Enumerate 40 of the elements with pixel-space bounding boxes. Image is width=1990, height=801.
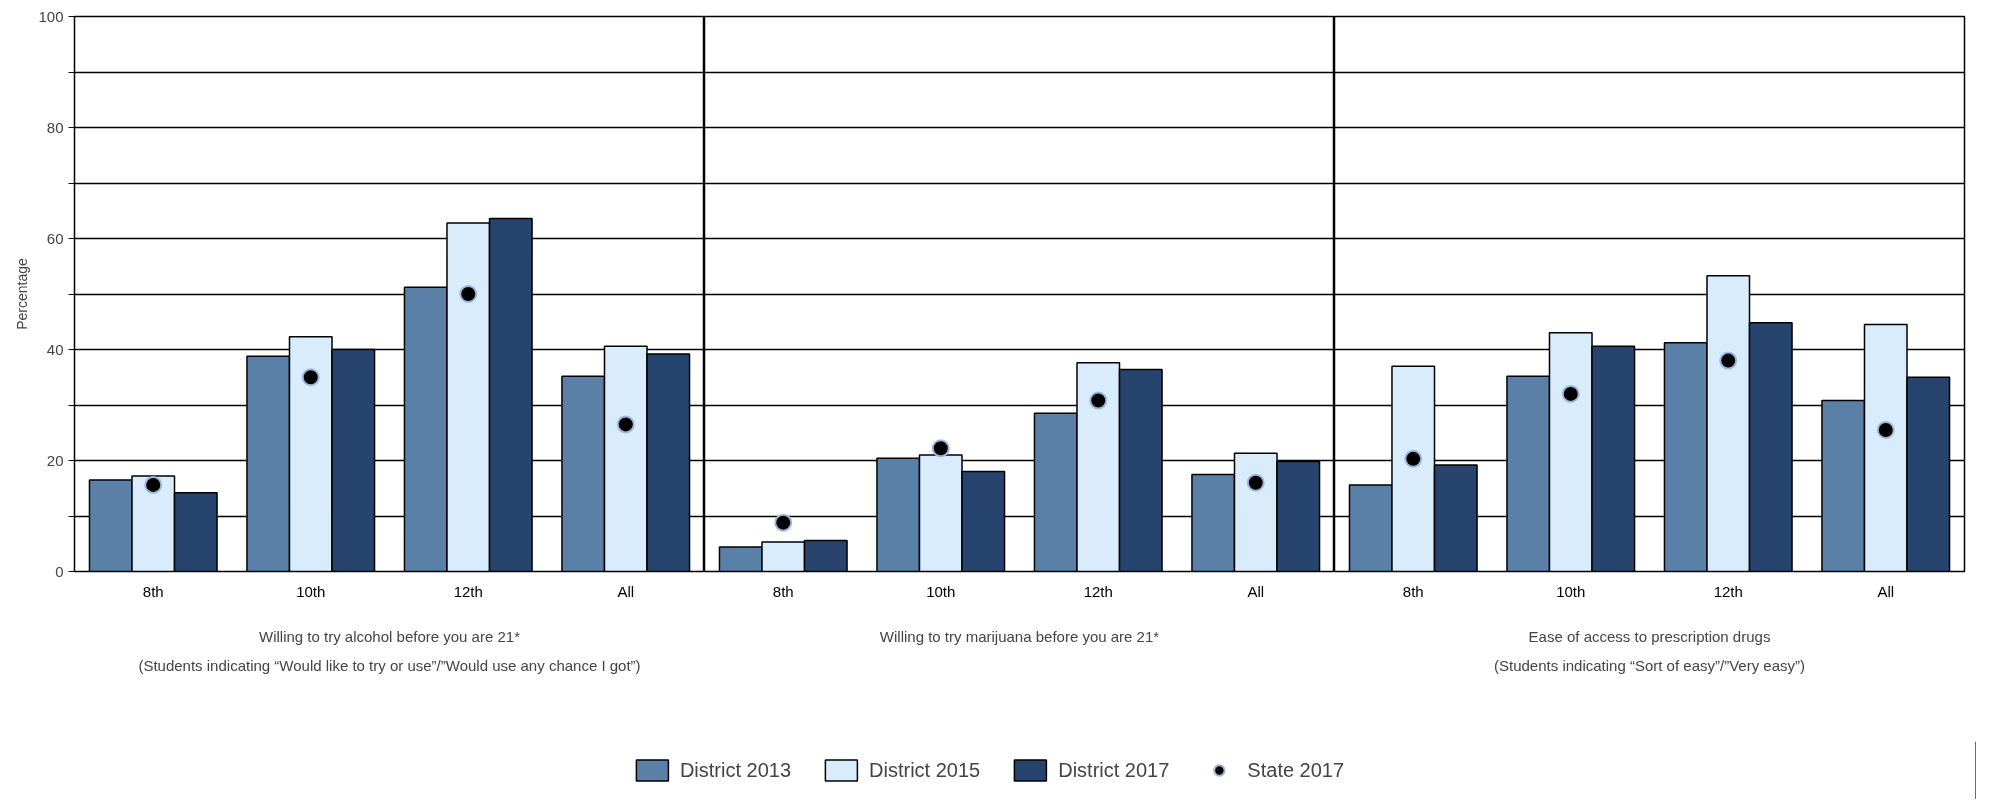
- legend-label: District 2013: [679, 758, 792, 782]
- x-tick-label: All: [1247, 582, 1265, 600]
- x-tick-label: 12th: [453, 582, 483, 600]
- x-tick-label: 10th: [1556, 582, 1586, 600]
- point: [459, 285, 478, 303]
- y-tick-label: 40: [46, 340, 64, 358]
- y-tick-label: 60: [46, 229, 64, 247]
- text: (Students indicating “Sort of easy”/”Very easy”): [1494, 656, 1805, 674]
- x-tick-label: 10th: [296, 582, 326, 600]
- x-tick-label: 8th: [1402, 582, 1424, 600]
- point: [1246, 473, 1265, 492]
- point: [1089, 391, 1108, 410]
- x-axis-title: Ease of access to prescription drugs: [1528, 627, 1771, 645]
- x-axis-title: Willing to try marijuana before you are 21*: [879, 627, 1160, 645]
- y-tick-label: 0: [55, 562, 64, 580]
- point: [616, 415, 635, 434]
- point: [1404, 449, 1423, 468]
- point: [1561, 384, 1580, 403]
- point: [301, 368, 320, 387]
- y-axis-title: Percentage: [14, 257, 31, 330]
- legend-label: District 2017: [1058, 758, 1170, 782]
- x-tick-label: 8th: [772, 582, 794, 600]
- point: [1719, 351, 1738, 370]
- legend-label: District 2015: [869, 758, 981, 782]
- x-tick-label: 12th: [1713, 582, 1743, 600]
- x-axis-title: Willing to try alcohol before you are 21*: [259, 627, 521, 645]
- x-tick-label: 10th: [926, 582, 956, 600]
- y-tick-label: 20: [46, 451, 64, 469]
- point: [1876, 420, 1895, 439]
- x-tick-label: All: [1877, 582, 1895, 600]
- legend-label: State 2017: [1247, 758, 1345, 782]
- point: [931, 439, 950, 458]
- x-tick-label: All: [617, 582, 635, 600]
- y-tick-label: 100: [38, 7, 64, 25]
- x-tick-label: 8th: [142, 582, 164, 600]
- point: [144, 475, 163, 494]
- x-tick-label: 12th: [1083, 582, 1113, 600]
- text: (Students indicating “Would like to try or use”/”Would use any chance I got”): [138, 656, 641, 674]
- y-tick-label: 80: [46, 118, 64, 136]
- point: [774, 513, 793, 532]
